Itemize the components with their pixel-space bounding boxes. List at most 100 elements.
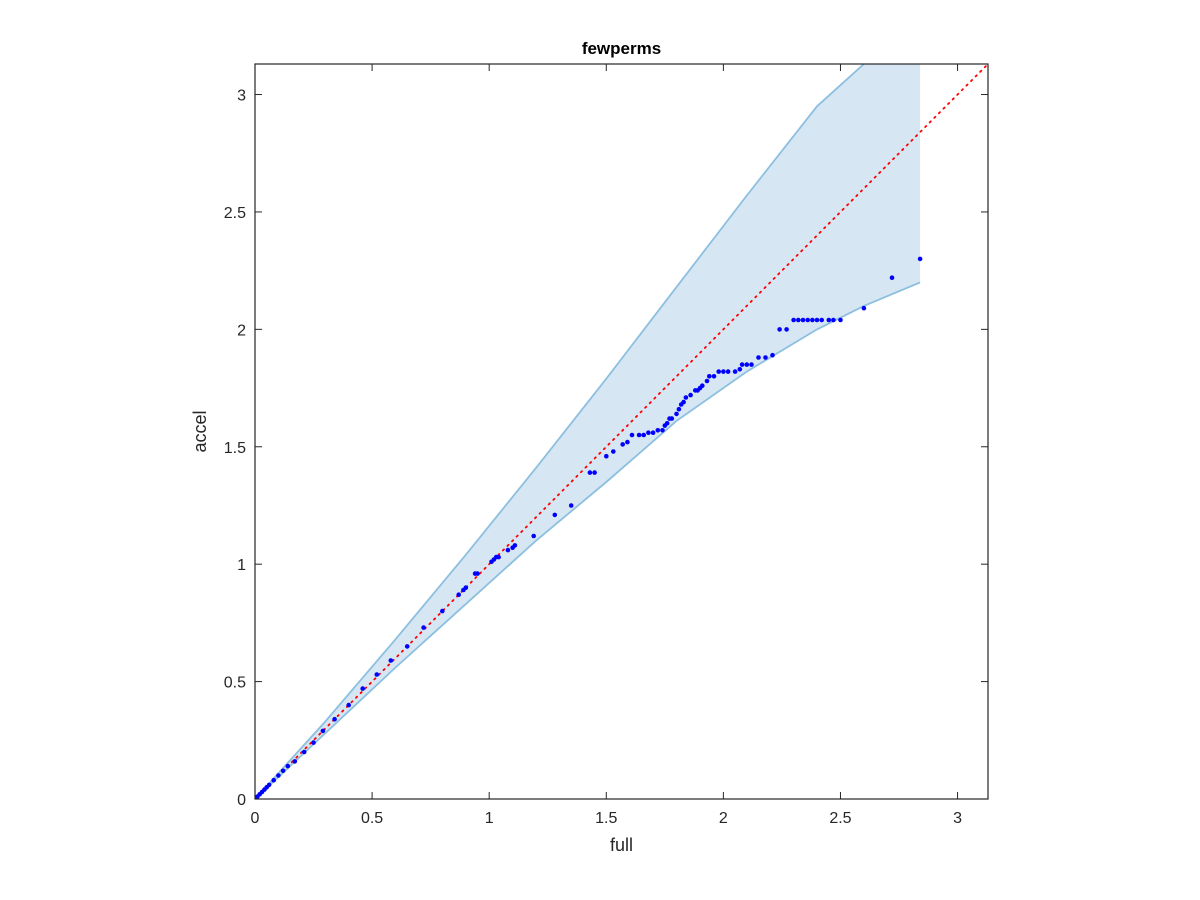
data-point xyxy=(360,686,366,691)
data-points-layer xyxy=(254,256,923,799)
data-point xyxy=(552,512,558,518)
data-point xyxy=(311,740,316,745)
data-point xyxy=(861,305,867,311)
x-tick-label: 2.5 xyxy=(829,810,851,827)
data-point xyxy=(676,406,682,412)
data-point xyxy=(587,470,593,475)
data-point xyxy=(791,317,796,323)
data-point xyxy=(732,369,738,374)
data-point xyxy=(332,716,337,722)
data-point xyxy=(917,256,923,262)
data-point xyxy=(664,421,670,426)
data-point xyxy=(770,352,775,358)
data-point xyxy=(531,533,536,539)
data-point xyxy=(641,432,646,438)
data-point xyxy=(276,773,281,778)
data-point xyxy=(456,592,462,597)
data-point xyxy=(629,432,635,438)
data-point xyxy=(674,411,679,417)
data-point xyxy=(346,702,352,708)
data-point xyxy=(625,439,630,445)
data-point xyxy=(784,327,789,332)
data-point xyxy=(716,369,721,374)
data-point xyxy=(505,547,511,553)
confidence-band-upper-edge xyxy=(255,64,865,799)
data-point xyxy=(796,317,801,323)
data-point xyxy=(388,658,394,663)
reference-line-layer xyxy=(255,64,988,799)
y-tick-label: 0 xyxy=(237,792,246,809)
data-point xyxy=(711,374,717,379)
data-point xyxy=(777,327,782,332)
x-tick-label: 0 xyxy=(251,810,260,827)
data-point xyxy=(636,432,642,438)
data-point xyxy=(285,763,291,769)
data-point xyxy=(737,367,743,372)
data-point xyxy=(568,503,574,508)
data-point xyxy=(683,395,689,400)
x-axis-label: full xyxy=(610,835,633,855)
y-tick-label: 0.5 xyxy=(224,675,246,692)
data-point xyxy=(707,374,712,379)
y-axis-label: accel xyxy=(190,410,210,452)
data-point xyxy=(800,317,806,323)
data-point xyxy=(721,369,726,374)
data-point xyxy=(374,672,380,677)
data-point xyxy=(421,625,426,630)
data-point xyxy=(611,449,616,454)
data-point xyxy=(756,355,761,360)
data-point xyxy=(681,399,686,405)
data-point xyxy=(805,317,810,323)
data-point xyxy=(700,383,705,389)
data-point xyxy=(814,317,820,323)
data-point xyxy=(831,317,836,323)
data-point xyxy=(440,608,445,614)
data-point xyxy=(669,416,675,421)
axes-box xyxy=(254,63,989,800)
data-point xyxy=(688,392,693,398)
data-point xyxy=(320,728,326,734)
data-point xyxy=(810,317,815,323)
confidence-band-fill xyxy=(255,64,921,799)
data-point xyxy=(725,369,731,374)
data-point xyxy=(592,470,597,475)
data-point xyxy=(604,453,609,459)
x-tick-label: 2 xyxy=(719,810,728,827)
data-point xyxy=(660,428,665,433)
data-point xyxy=(650,430,656,436)
data-point xyxy=(838,317,843,323)
data-point xyxy=(704,378,710,384)
data-point xyxy=(620,442,625,447)
data-point xyxy=(463,585,469,590)
y-tick-label: 2.5 xyxy=(224,205,246,222)
y-tick-label: 3 xyxy=(237,88,246,105)
data-point xyxy=(292,759,298,764)
data-point xyxy=(655,428,661,433)
data-point xyxy=(763,355,768,360)
y-tick-label: 1 xyxy=(237,557,246,574)
ticks-layer: 0 0.5 1 1.5 2 2.5 3 0 0.5 1 1.5 2 2.5 3 xyxy=(224,64,988,827)
data-point xyxy=(826,317,832,323)
data-point xyxy=(301,749,307,755)
data-point xyxy=(475,571,480,576)
reference-line xyxy=(255,64,988,799)
x-tick-label: 3 xyxy=(953,810,962,827)
data-point xyxy=(739,362,745,367)
data-point xyxy=(744,362,750,367)
data-point xyxy=(819,317,824,323)
data-point xyxy=(646,430,651,436)
data-point xyxy=(280,768,286,774)
data-point xyxy=(889,275,895,281)
y-tick-label: 2 xyxy=(237,322,246,339)
data-point xyxy=(266,782,272,788)
x-tick-label: 1 xyxy=(485,810,494,827)
data-point xyxy=(512,543,518,548)
x-tick-label: 0.5 xyxy=(361,810,383,827)
data-point xyxy=(404,644,410,649)
x-tick-label: 1.5 xyxy=(595,810,617,827)
chart-title: fewperms xyxy=(582,39,661,58)
data-point xyxy=(749,362,754,367)
data-point xyxy=(271,777,277,783)
data-point xyxy=(496,554,501,560)
